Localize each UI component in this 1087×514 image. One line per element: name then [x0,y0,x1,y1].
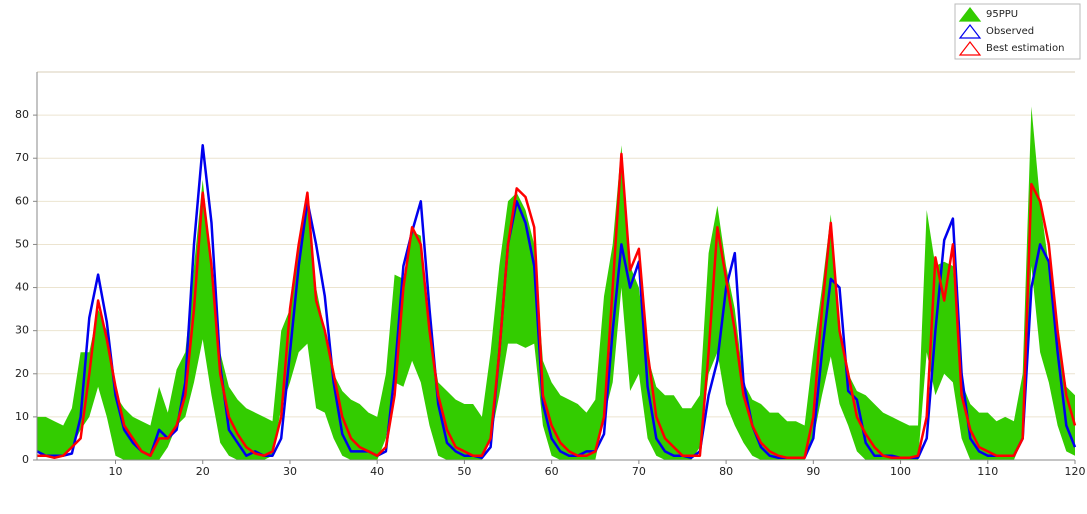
series-line [37,152,1077,460]
y-tick-label: 30 [15,324,29,337]
legend-label: Best estimation [986,43,1064,54]
x-tick-label: 40 [370,465,384,478]
legend-icon [958,24,982,39]
y-tick-label: 10 [15,410,29,423]
y-tick-label: 70 [15,151,29,164]
x-tick-label: 30 [283,465,297,478]
legend-icon [958,7,982,22]
ppu-band [37,106,1075,460]
x-tick-label: 110 [977,465,998,478]
legend-label: Observed [986,26,1034,37]
legend: 95PPU Observed Best estimation [954,3,1081,60]
y-tick-label: 0 [22,453,29,466]
legend-label: 95PPU [986,9,1018,20]
x-tick-label: 10 [109,465,123,478]
y-tick-label: 60 [15,194,29,207]
x-tick-label: 70 [632,465,646,478]
y-tick-label: 50 [15,237,29,250]
y-tick-label: 20 [15,367,29,380]
x-tick-label: 100 [890,465,911,478]
y-tick-label: 40 [15,281,29,294]
y-tick-label: 80 [15,108,29,121]
x-tick-label: 20 [196,465,210,478]
x-tick-label: 60 [545,465,559,478]
x-tick-label: 50 [457,465,471,478]
x-tick-label: 90 [806,465,820,478]
x-tick-label: 120 [1065,465,1086,478]
x-tick-label: 80 [719,465,733,478]
legend-icon [958,41,982,56]
